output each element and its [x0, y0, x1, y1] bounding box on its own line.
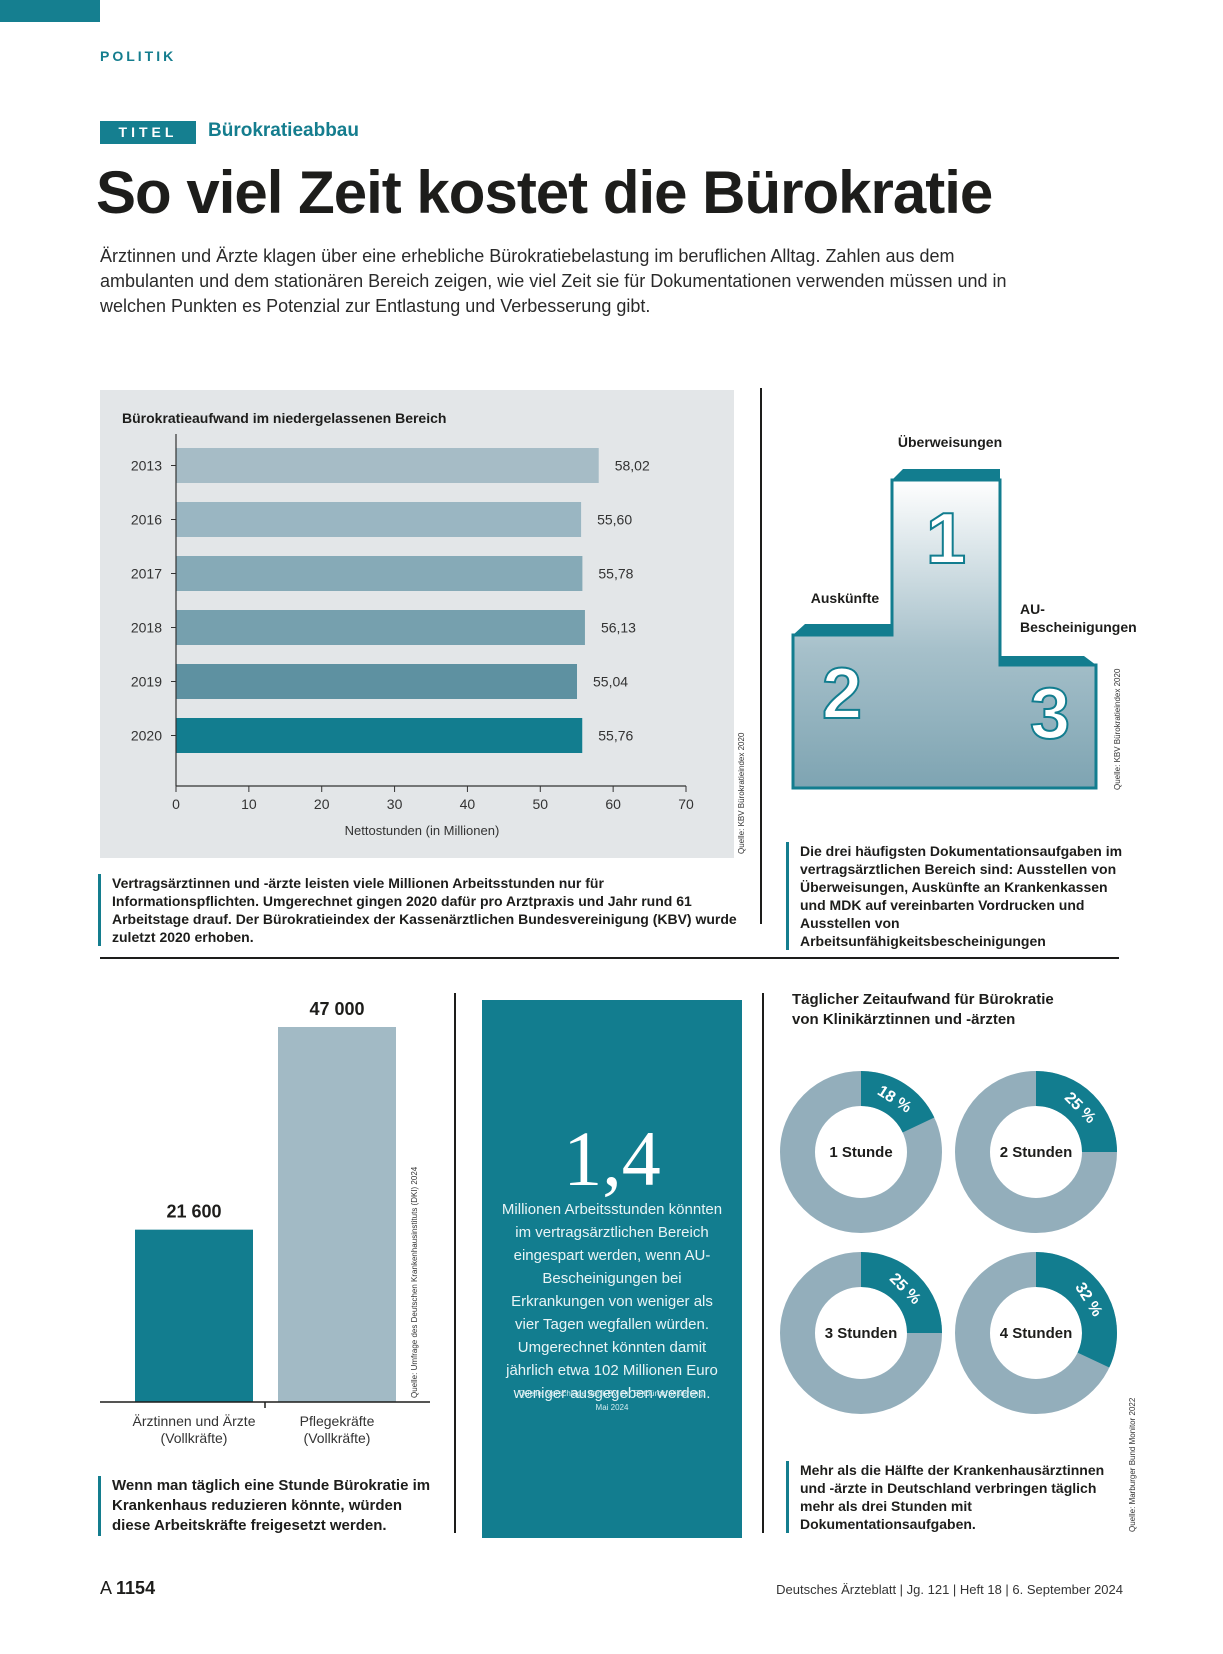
donut-source: Quelle: Marburger Bund Monitor 2022	[1128, 1397, 1137, 1532]
callout-box: 1,4 Millionen Arbeitsstunden könnten im …	[482, 1000, 742, 1538]
callout-source: Quelle: Vorschläge der KBV zur Entbürokr…	[518, 1389, 706, 1412]
podium-top-second	[793, 624, 892, 635]
x-category-label: (Vollkräfte)	[161, 1430, 228, 1446]
donut-note: Mehr als die Hälfte der Krankenhausärzti…	[786, 1461, 1120, 1533]
bar-value-label: 55,76	[598, 728, 633, 744]
x-tick-label: 40	[460, 796, 476, 812]
kbv-source: Quelle: KBV Bürokratieindex 2020	[737, 732, 746, 854]
x-category-label: (Vollkräfte)	[304, 1430, 371, 1446]
donut-center-label: 3 Stunden	[825, 1325, 898, 1342]
y-tick-label: 2019	[131, 674, 162, 690]
x-tick-label: 30	[387, 796, 403, 812]
x-tick-label: 0	[172, 796, 180, 812]
bar-value-label: 55,60	[597, 512, 632, 528]
podium-block	[791, 478, 1098, 790]
donut-ring-1: 18 %1 Stunde	[780, 1071, 942, 1233]
donut-highlight	[780, 1252, 942, 1414]
publication-info: Deutsches Ärzteblatt | Jg. 121 | Heft 18…	[776, 1582, 1123, 1597]
y-tick-label: 2013	[131, 458, 162, 474]
y-tick-label: 2016	[131, 512, 162, 528]
staff-note: Wenn man täglich eine Stunde Bürokratie …	[98, 1476, 442, 1536]
bar-value-label: 56,13	[601, 620, 636, 636]
bar-2013	[176, 448, 599, 483]
bar-2020	[176, 718, 583, 753]
top-accent-bar	[0, 0, 100, 22]
bar-2017	[176, 556, 583, 591]
column-divider-2	[454, 993, 456, 1533]
donut-highlight	[955, 1071, 1117, 1233]
donut-title-line-2: von Klinikärztinnen und -ärzten	[792, 1011, 1016, 1028]
donut-center-label: 2 Stunden	[1000, 1144, 1073, 1161]
bar-value-label: 55,78	[598, 566, 633, 582]
x-tick-label: 20	[314, 796, 330, 812]
x-tick-label: 10	[241, 796, 257, 812]
rank-1: 1	[926, 499, 966, 579]
y-tick-label: 2017	[131, 566, 162, 582]
donut-ring-2: 25 %2 Stunden	[955, 1071, 1117, 1233]
page-prefix: A	[100, 1578, 112, 1598]
section-label: POLITIK	[100, 48, 177, 64]
podium-top-third	[1000, 656, 1096, 665]
page-number: A 1154	[100, 1578, 155, 1599]
lead-paragraph: Ärztinnen und Ärzte klagen über eine erh…	[100, 246, 1007, 316]
page-title: So viel Zeit kostet die Bürokratie	[96, 159, 993, 226]
donut-highlight	[780, 1071, 942, 1233]
x-category-label: Pflegekräfte	[300, 1413, 375, 1429]
donut-title: Täglicher Zeitaufwand für Bürokratie von…	[792, 990, 1054, 1030]
section-divider	[100, 957, 1119, 959]
bar-value-label: 47 000	[309, 999, 364, 1019]
rank-1-label: Überweisungen	[898, 434, 1002, 450]
rank-3-label-line-2: Bescheinigungen	[1020, 619, 1137, 635]
kbv-bar-chart: Bürokratieaufwand im niedergelassenen Be…	[122, 410, 694, 838]
callout-number: 1,4	[563, 1115, 661, 1202]
rank-3: 3	[1030, 674, 1070, 754]
kbv-note: Vertragsärztinnen und -ärzte leisten vie…	[98, 874, 752, 946]
bar-staff-0	[135, 1229, 253, 1402]
rank-2-label: Auskünfte	[811, 590, 880, 606]
column-divider	[760, 388, 762, 924]
donut-ring-3: 25 %3 Stunden	[780, 1252, 942, 1414]
kicker: Bürokratieabbau	[208, 120, 359, 141]
rank-2: 2	[822, 654, 862, 734]
callout-text: Millionen Arbeitsstunden könnten im vert…	[501, 1201, 723, 1402]
donut-center-label: 4 Stunden	[1000, 1325, 1073, 1342]
bar-value-label: 21 600	[166, 1202, 221, 1222]
x-tick-label: 70	[678, 796, 694, 812]
column-divider-3	[762, 993, 764, 1533]
x-category-label: Ärztinnen und Ärzte	[133, 1413, 256, 1429]
kbv-chart-panel: Bürokratieaufwand im niedergelassenen Be…	[100, 390, 734, 858]
x-tick-label: 60	[605, 796, 621, 812]
donut-ring-4: 32 %4 Stunden	[955, 1252, 1117, 1414]
x-tick-label: 50	[532, 796, 548, 812]
chart-title: Bürokratieaufwand im niedergelassenen Be…	[122, 410, 446, 426]
y-tick-label: 2020	[131, 728, 162, 744]
podium-top-first	[892, 469, 1000, 480]
staff-source: Quelle: Umfrage des Deutschen Krankenhau…	[410, 1166, 419, 1398]
y-tick-label: 2018	[131, 620, 162, 636]
bar-value-label: 58,02	[615, 458, 650, 474]
page-number-value: 1154	[116, 1578, 156, 1598]
bar-2016	[176, 502, 582, 537]
bar-staff-1	[278, 1027, 396, 1402]
x-axis-label: Nettostunden (in Millionen)	[345, 823, 500, 838]
bar-value-label: 55,04	[593, 674, 628, 690]
donut-title-line-1: Täglicher Zeitaufwand für Bürokratie	[792, 991, 1054, 1008]
podium-graphic: 1 2 3 Überweisungen Auskünfte AU- Besche…	[791, 434, 1137, 790]
donut-highlight	[955, 1252, 1117, 1414]
bar-2018	[176, 610, 585, 645]
podium-source: Quelle: KBV Bürokratieindex 2020	[1113, 668, 1122, 790]
bar-2019	[176, 664, 578, 699]
podium-note: Die drei häufigsten Dokumentationsaufgab…	[786, 842, 1130, 950]
titel-badge: TITEL	[100, 121, 196, 144]
rank-3-label-line-1: AU-	[1020, 601, 1045, 617]
donut-center-label: 1 Stunde	[829, 1144, 892, 1161]
